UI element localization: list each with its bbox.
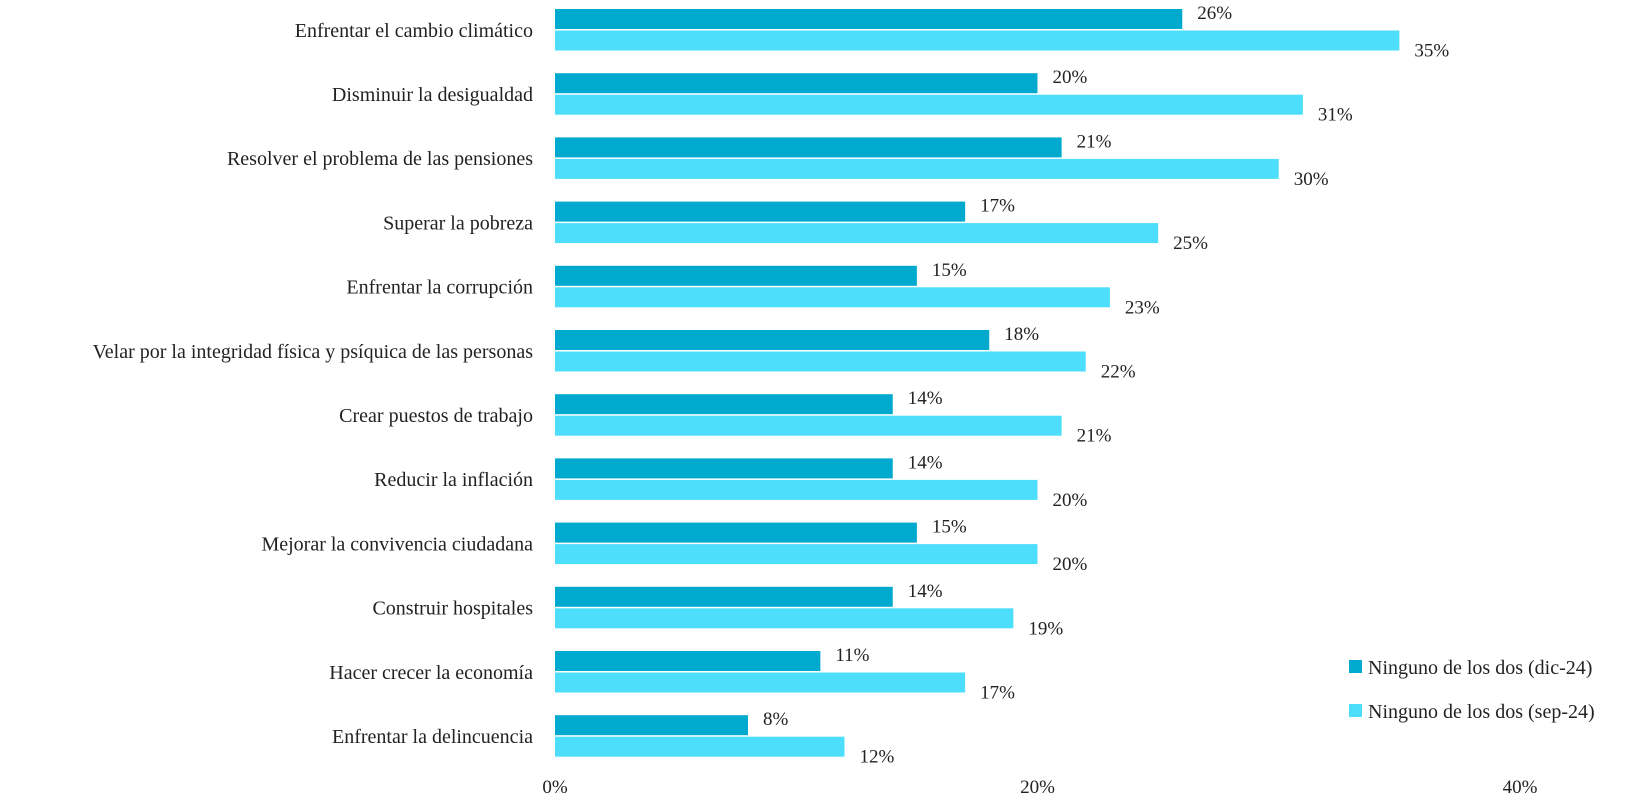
bar-dic-24 (555, 586, 893, 607)
bar-sep-24 (555, 608, 1014, 629)
data-label: 25% (1173, 233, 1208, 254)
legend-swatch (1349, 704, 1362, 717)
category-label: Reducir la inflación (374, 469, 533, 491)
data-label: 22% (1101, 362, 1136, 383)
bar-sep-24 (555, 30, 1400, 51)
category-label: Enfrentar el cambio climático (295, 20, 533, 42)
data-label: 15% (932, 517, 967, 538)
legend-label: Ninguno de los dos (dic-24) (1368, 657, 1592, 679)
bar-dic-24 (555, 265, 917, 286)
data-labels: 26% 35% 20% 31% 21% 30% 17% 25% 15% 23% 18% 22% 14% 2… (763, 3, 1449, 768)
data-label: 31% (1318, 105, 1353, 126)
data-label: 21% (1077, 131, 1112, 152)
data-label: 35% (1414, 41, 1449, 62)
bar-dic-24 (555, 715, 748, 736)
data-label: 11% (835, 645, 869, 666)
data-label: 30% (1294, 169, 1329, 190)
data-label: 19% (1028, 618, 1063, 639)
legend-swatch (1349, 660, 1362, 673)
bar-sep-24 (555, 287, 1110, 308)
bar-dic-24 (555, 394, 893, 415)
category-label: Crear puestos de trabajo (339, 405, 533, 427)
data-label: 12% (860, 747, 895, 768)
x-axis-ticks: 0% 20% 40% (542, 777, 1537, 798)
category-label: Velar por la integridad física y psíquic… (93, 341, 534, 363)
bar-dic-24 (555, 73, 1038, 94)
legend-label: Ninguno de los dos (sep-24) (1368, 701, 1595, 723)
bars (555, 9, 1400, 757)
legend: Ninguno de los dos (dic-24) Ninguno de lo… (1349, 657, 1595, 723)
bar-sep-24 (555, 415, 1062, 436)
data-label: 14% (908, 581, 943, 602)
x-tick-label: 20% (1020, 777, 1055, 798)
data-label: 26% (1197, 3, 1232, 24)
data-label: 14% (908, 388, 943, 409)
category-labels: Enfrentar el cambio climático Disminuir l… (93, 20, 534, 748)
bar-dic-24 (555, 522, 917, 543)
data-label: 20% (1053, 490, 1088, 511)
data-label: 20% (1053, 67, 1088, 88)
data-label: 21% (1077, 426, 1112, 447)
category-label: Superar la pobreza (383, 212, 533, 234)
bar-sep-24 (555, 94, 1303, 115)
category-label: Enfrentar la delincuencia (332, 726, 533, 748)
bar-sep-24 (555, 351, 1086, 372)
bar-sep-24 (555, 479, 1038, 500)
category-label: Hacer crecer la economía (329, 662, 533, 684)
category-label: Construir hospitales (372, 598, 533, 620)
x-tick-label: 40% (1503, 777, 1538, 798)
bar-dic-24 (555, 9, 1183, 29)
data-label: 14% (908, 452, 943, 473)
bar-sep-24 (555, 544, 1038, 565)
x-tick-label: 0% (542, 777, 568, 798)
bar-dic-24 (555, 201, 966, 222)
category-label: Enfrentar la corrupción (346, 277, 533, 299)
data-label: 17% (980, 196, 1015, 217)
bar-dic-24 (555, 651, 821, 671)
bar-dic-24 (555, 458, 893, 479)
data-label: 8% (763, 709, 789, 730)
bar-sep-24 (555, 223, 1159, 244)
data-label: 15% (932, 260, 967, 281)
bar-sep-24 (555, 158, 1279, 179)
bar-dic-24 (555, 137, 1062, 158)
bar-dic-24 (555, 330, 990, 350)
category-label: Resolver el problema de las pensiones (227, 148, 533, 170)
category-label: Disminuir la desigualdad (332, 84, 533, 106)
bar-sep-24 (555, 736, 845, 757)
data-label: 17% (980, 683, 1015, 704)
data-label: 18% (1004, 324, 1039, 345)
category-label: Mejorar la convivencia ciudadana (261, 533, 533, 555)
bar-sep-24 (555, 672, 966, 693)
data-label: 23% (1125, 297, 1160, 318)
data-label: 20% (1053, 554, 1088, 575)
